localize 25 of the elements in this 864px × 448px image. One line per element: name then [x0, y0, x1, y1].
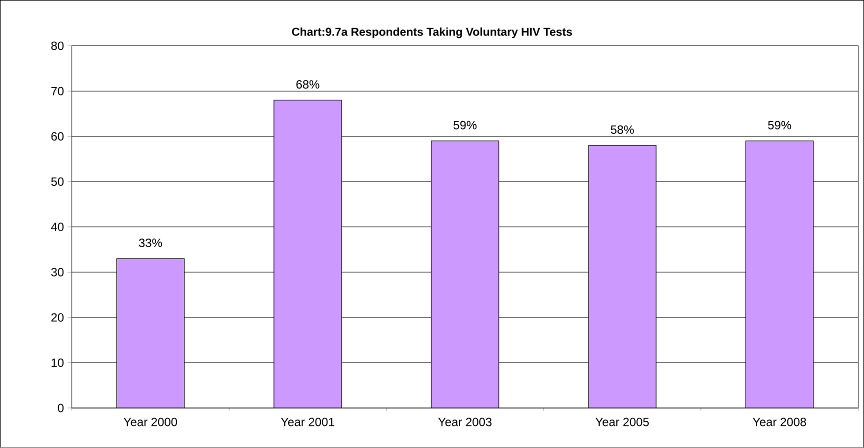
- chart-title: Chart:9.7a Respondents Taking Voluntary HIV Tests: [292, 28, 572, 38]
- y-tick-label: 20: [51, 313, 64, 322]
- x-tick-label: Year 2000: [124, 418, 178, 426]
- bar: [430, 140, 500, 408]
- data-label: 68%: [296, 80, 320, 89]
- bar: [116, 258, 185, 408]
- y-tick-label: 0: [58, 404, 64, 412]
- bar: [588, 145, 656, 408]
- x-tick-label: Year 2003: [438, 418, 492, 426]
- data-label: 58%: [610, 126, 634, 134]
- data-label: 59%: [454, 120, 477, 130]
- y-tick-label: 10: [52, 358, 64, 368]
- data-label: 59%: [768, 120, 792, 130]
- x-tick-label: Year 2008: [752, 418, 806, 426]
- y-tick-label: 80: [51, 42, 64, 50]
- data-label: 33%: [138, 238, 162, 248]
- y-tick-label: 70: [51, 86, 64, 96]
- x-tick-label: Year 2005: [596, 418, 649, 426]
- y-tick-label: 40: [51, 222, 64, 232]
- y-tick-label: 50: [51, 177, 64, 186]
- y-tick-label: 60: [51, 132, 64, 141]
- bar: [745, 140, 814, 408]
- y-tick-label: 30: [51, 268, 64, 276]
- bar: [274, 100, 342, 408]
- x-tick-label: Year 2001: [280, 418, 334, 426]
